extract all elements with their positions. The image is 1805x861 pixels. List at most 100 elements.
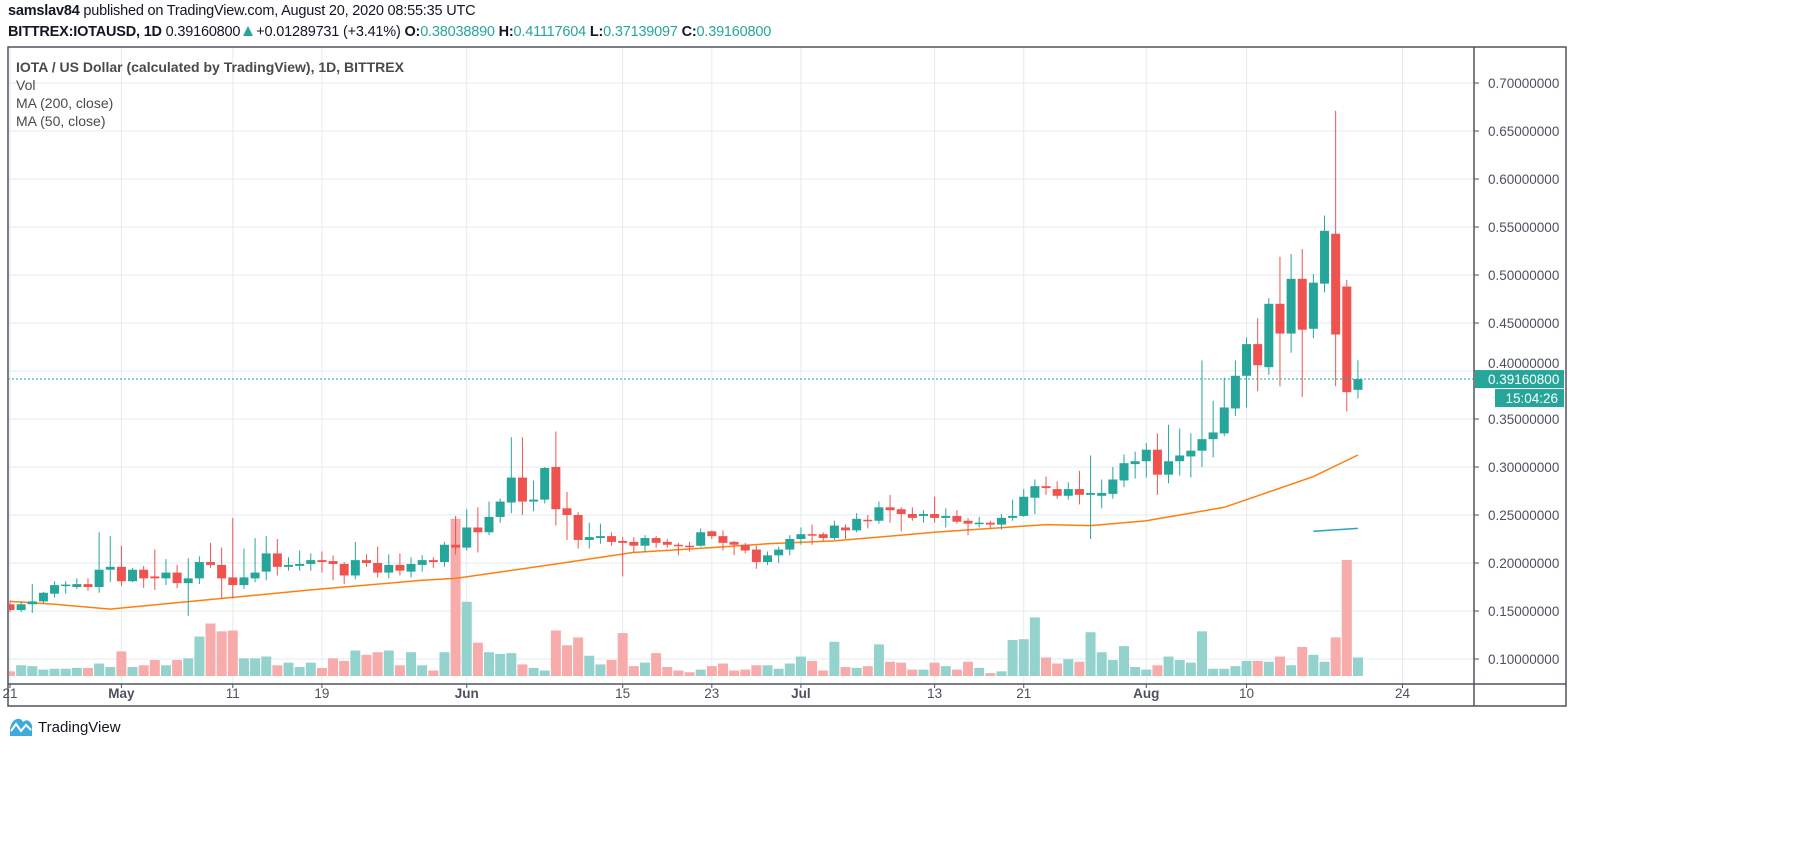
candle	[763, 551, 773, 565]
candle-body	[384, 564, 394, 573]
candle	[339, 562, 349, 585]
volume-bar	[82, 667, 93, 676]
candle-body	[573, 515, 583, 540]
volume-bar	[216, 631, 227, 676]
volume-bar	[461, 601, 472, 676]
candle	[228, 517, 238, 599]
volume-bar	[1107, 660, 1118, 676]
volume-bar	[283, 662, 294, 676]
y-tick-label: 0.10000000	[1488, 652, 1559, 667]
volume-bar	[394, 665, 405, 676]
volume-bar	[149, 660, 160, 676]
legend-volume: Vol	[16, 77, 36, 93]
volume-bar	[38, 669, 49, 676]
candle-body	[852, 518, 862, 531]
candle-body	[217, 564, 227, 579]
candle	[941, 508, 951, 528]
candle-body	[462, 527, 472, 548]
candle	[1308, 274, 1318, 339]
volume-bar	[873, 644, 884, 676]
volume-bar	[1274, 656, 1285, 676]
candle-body	[1130, 461, 1140, 465]
candle	[116, 545, 126, 587]
close-value: 0.39160800	[696, 24, 772, 40]
candle	[27, 584, 37, 613]
volume-bar	[272, 665, 283, 676]
volume-bar	[1330, 637, 1341, 676]
candle	[361, 554, 371, 567]
candle	[796, 527, 806, 545]
y-tick-label: 0.60000000	[1488, 172, 1559, 187]
volume-bar	[651, 653, 662, 676]
candle-body	[584, 537, 594, 540]
volume-bar	[350, 650, 361, 676]
candle	[551, 431, 561, 526]
candle-body	[1041, 486, 1051, 489]
y-tick-label: 0.70000000	[1488, 76, 1559, 91]
candle-body	[874, 507, 884, 521]
volume-bar	[328, 658, 339, 676]
candle-body	[829, 525, 839, 539]
candle-body	[439, 544, 449, 563]
candle	[885, 494, 895, 523]
volume-bar	[361, 654, 372, 676]
close-label: C:	[681, 24, 697, 40]
candle	[272, 539, 282, 576]
volume-bar	[829, 641, 840, 676]
volume-bar	[49, 668, 60, 676]
candle-body	[696, 532, 706, 546]
candle	[1175, 428, 1185, 476]
candle	[1019, 489, 1029, 517]
candle-body	[139, 569, 149, 579]
legend-ma50: MA (50, close)	[16, 113, 106, 129]
candle	[406, 557, 416, 578]
candle-body	[763, 555, 773, 563]
last-price: 0.39160800	[165, 24, 241, 40]
candle-body	[963, 520, 973, 524]
volume-bar	[71, 667, 82, 676]
candle-body	[406, 563, 416, 572]
volume-bar	[1185, 662, 1196, 676]
volume-bar	[706, 666, 717, 676]
author-name[interactable]: samslav84	[8, 3, 80, 19]
candle-body	[651, 538, 661, 543]
candle	[729, 540, 739, 556]
volume-bar	[1286, 665, 1297, 676]
candle	[874, 501, 884, 524]
candle	[1197, 360, 1207, 467]
volume-bar	[439, 652, 450, 676]
x-tick-label: Jul	[791, 686, 811, 701]
candle	[473, 507, 483, 553]
candle	[284, 557, 293, 571]
candle	[718, 530, 728, 551]
volume-bar	[261, 656, 272, 676]
volume-bar	[1230, 666, 1241, 676]
candle	[417, 555, 427, 572]
candle-body	[807, 534, 817, 536]
candle-body	[718, 536, 728, 543]
candle	[1331, 110, 1341, 387]
candle-body	[907, 514, 917, 518]
candle-body	[595, 536, 605, 539]
candle-body	[1286, 278, 1296, 334]
volume-bar	[639, 662, 650, 676]
candle-body	[685, 545, 695, 548]
candle	[38, 591, 48, 604]
volume-bar	[628, 666, 639, 676]
volume-bar	[528, 667, 539, 676]
candle-body	[1086, 492, 1096, 495]
candle	[1030, 479, 1040, 515]
y-tick-label: 0.20000000	[1488, 556, 1559, 571]
volume-bar	[784, 663, 795, 676]
candle-body	[1164, 461, 1174, 475]
candle-body	[328, 561, 338, 564]
candle	[217, 547, 227, 599]
candle	[529, 480, 539, 512]
volume-bar	[907, 669, 918, 676]
candle	[517, 437, 527, 515]
candle	[740, 542, 750, 554]
volume-bar	[238, 658, 249, 676]
candle	[295, 550, 305, 571]
tradingview-logo[interactable]: TradingView	[8, 716, 121, 738]
